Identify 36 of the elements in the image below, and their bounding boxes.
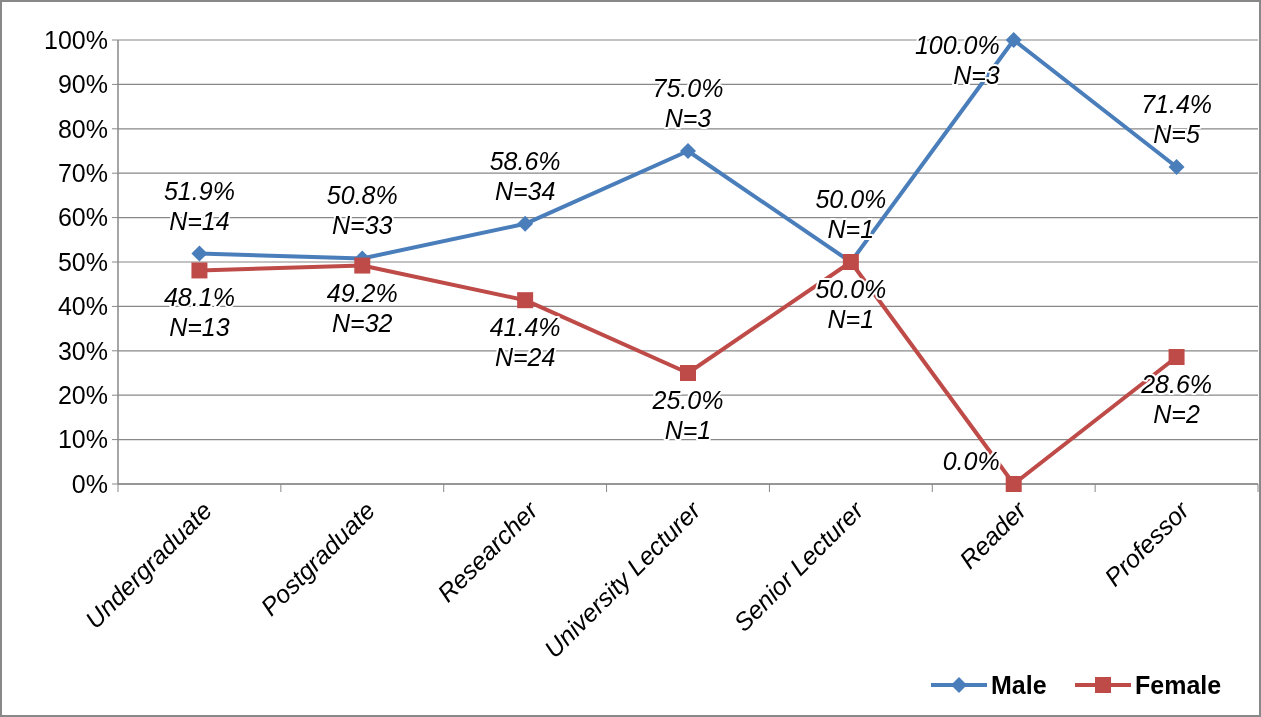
- point: [517, 292, 534, 309]
- point: [680, 365, 696, 381]
- data-label: 48.1% N=13: [163, 283, 235, 342]
- data-label: 41.4% N=24: [489, 313, 561, 372]
- y-tick-label: 20%: [57, 380, 108, 409]
- point: [191, 245, 208, 262]
- data-label: 25.0% N=1: [651, 386, 724, 444]
- legend-label: Male: [991, 670, 1047, 699]
- point: [680, 143, 696, 159]
- y-tick-label: 80%: [57, 114, 108, 143]
- y-tick-label: 60%: [57, 203, 108, 232]
- y-tick-label: 10%: [57, 425, 108, 454]
- data-label: 50.0% N=1: [815, 185, 887, 243]
- y-tick-label: 30%: [57, 336, 108, 365]
- y-tick-label: 100%: [44, 25, 108, 54]
- y-tick-label: 70%: [57, 158, 108, 187]
- data-label: 75.0% N=3: [652, 74, 724, 132]
- point: [1168, 158, 1185, 175]
- y-tick-label: 40%: [57, 292, 108, 321]
- data-label: 71.4% N=5: [1141, 89, 1213, 148]
- data-label: 0.0%: [942, 447, 1000, 475]
- point: [1168, 349, 1185, 366]
- data-label: 49.2% N=32: [326, 278, 398, 337]
- point: [1005, 32, 1022, 48]
- data-label: 58.6% N=34: [489, 146, 561, 205]
- data-label: 51.9% N=14: [163, 176, 235, 235]
- point: [191, 262, 208, 279]
- point: [354, 257, 371, 274]
- y-tick-label: 90%: [57, 70, 108, 99]
- y-tick-label: 50%: [57, 247, 108, 276]
- data-label: 50.8% N=33: [326, 181, 398, 240]
- point: [1005, 476, 1022, 492]
- y-tick-label: 0%: [71, 469, 108, 498]
- data-label: 28.6% N=2: [1140, 370, 1213, 429]
- legend-label: Female: [1135, 670, 1222, 699]
- point: [517, 215, 534, 232]
